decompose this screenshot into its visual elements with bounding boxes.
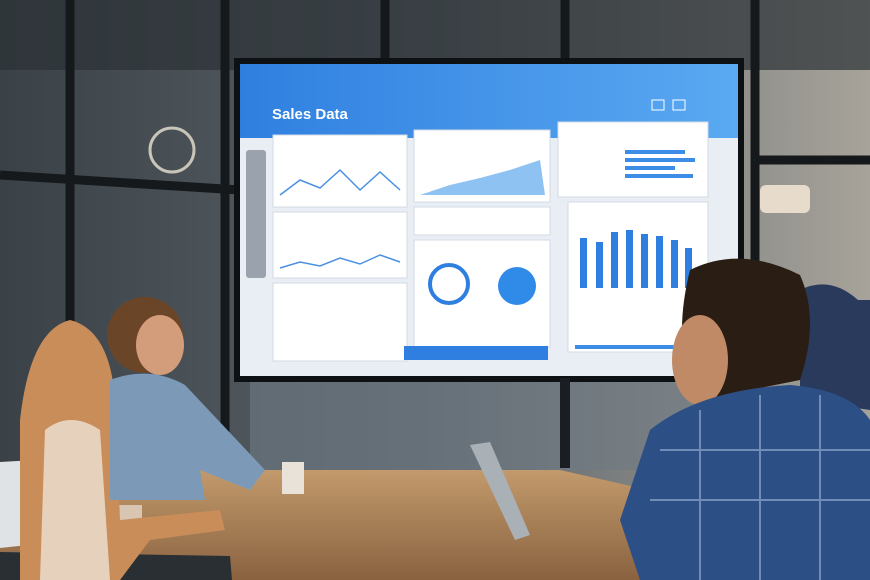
line-sketch — [279, 254, 401, 269]
bar-sketch — [580, 230, 692, 288]
screen-stand — [560, 378, 570, 468]
person-man-shirt — [110, 373, 265, 500]
footer-bar — [404, 346, 548, 360]
line-sketch — [279, 168, 401, 196]
header-icon — [651, 99, 665, 111]
person-back-right — [800, 284, 870, 410]
shirt-plaid — [650, 395, 870, 580]
pie-sketch — [498, 267, 536, 305]
header-icon — [672, 99, 686, 111]
sidebar — [246, 150, 266, 278]
pendant-lamp — [148, 126, 196, 174]
donut-sketch — [428, 263, 470, 305]
area-sketch — [420, 160, 545, 195]
person-woman-shirt — [40, 420, 110, 580]
person-front-face — [672, 315, 728, 405]
wall-lamp — [760, 185, 810, 213]
progress-sketch — [575, 345, 685, 349]
cup — [282, 462, 304, 494]
hbar-sketch — [625, 150, 695, 178]
person-man-face — [136, 315, 184, 375]
person-front-shirt — [620, 385, 870, 580]
laptop — [470, 442, 530, 540]
screen-title: Sales Data — [272, 106, 349, 123]
